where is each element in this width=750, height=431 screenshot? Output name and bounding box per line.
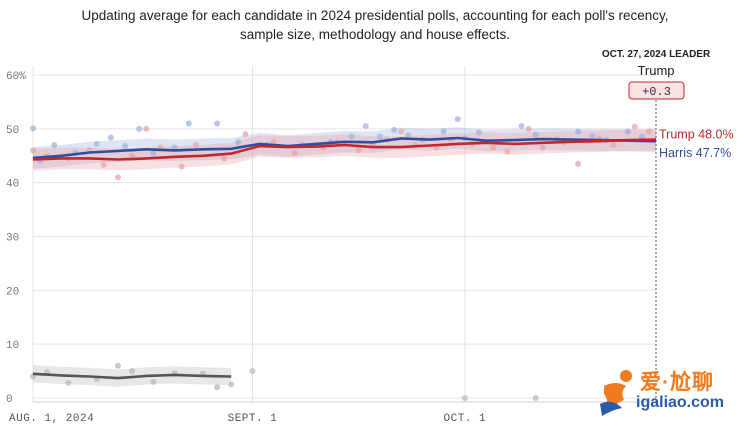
series-line-harris — [32, 136, 657, 160]
poll-point-other — [461, 395, 468, 401]
poll-point-trump — [610, 141, 617, 148]
poll-point-other — [150, 378, 157, 385]
leader-date-label: OCT. 27, 2024 LEADER — [602, 49, 711, 60]
y-tick-label: 50 — [6, 125, 19, 137]
poll-point-harris — [589, 132, 596, 139]
series-line-trump — [32, 138, 657, 161]
poll-point-trump — [192, 141, 199, 148]
poll-point-harris — [51, 141, 58, 148]
poll-point-other — [65, 379, 72, 386]
x-tick-label: AUG. 1, 2024 — [9, 413, 94, 425]
series-line-other — [32, 372, 232, 380]
poll-points — [30, 116, 652, 401]
poll-point-harris — [235, 139, 242, 146]
poll-point-harris — [185, 120, 192, 127]
poll-point-harris — [362, 123, 369, 130]
y-tick-label: 10 — [6, 340, 19, 352]
chart-subtitle-line-1: Updating average for each candidate in 2… — [81, 8, 669, 23]
x-tick-label: SEPT. 1 — [228, 413, 278, 425]
leader-margin-badge — [628, 81, 685, 100]
y-axis-ticks: 0 10 20 30 40 50 60% — [6, 71, 26, 406]
confidence-bands — [33, 127, 656, 387]
poll-point-harris — [454, 116, 461, 123]
poll-point-trump — [504, 148, 511, 155]
poll-point-trump — [631, 123, 638, 130]
watermark-url: igaliao.com — [636, 394, 725, 411]
poll-point-trump — [398, 128, 405, 135]
poll-point-trump — [525, 125, 532, 132]
poll-point-harris — [575, 128, 582, 135]
poll-point-other — [228, 381, 235, 388]
poll-point-harris — [376, 133, 383, 140]
poll-point-trump — [242, 131, 249, 138]
poll-point-trump — [355, 147, 362, 154]
end-label-trump: Trump 48.0% — [659, 128, 734, 142]
poll-point-harris — [136, 125, 143, 132]
poll-point-harris — [476, 129, 483, 136]
y-tick-label: 60% — [6, 71, 26, 83]
poll-point-trump — [30, 147, 36, 154]
poll-point-other — [114, 362, 121, 369]
poll-point-trump — [221, 155, 228, 162]
poll-point-trump — [100, 161, 107, 168]
leader-margin-value: +0.3 — [642, 85, 671, 99]
y-tick-label: 0 — [6, 394, 13, 406]
leader-annotation: OCT. 27, 2024 LEADER Trump +0.3 — [602, 49, 711, 402]
poll-point-harris — [638, 133, 645, 140]
x-tick-label: OCT. 1 — [444, 413, 487, 425]
poll-point-harris — [214, 120, 221, 127]
average-lines — [32, 136, 657, 380]
poll-point-harris — [150, 150, 157, 157]
poll-point-other — [129, 368, 136, 375]
poll-point-trump — [575, 160, 582, 167]
chart-subtitle: Updating average for each candidate in 2… — [0, 6, 750, 44]
poll-point-trump — [645, 128, 652, 135]
poll-point-harris — [405, 132, 412, 139]
poll-point-harris — [391, 126, 398, 133]
watermark-cn-text: 爱·尬聊 — [640, 371, 714, 394]
poll-point-harris — [518, 123, 525, 130]
end-labels: Trump 48.0% Harris 47.7% — [659, 128, 734, 161]
poll-point-trump — [490, 144, 497, 151]
poll-point-trump — [114, 174, 121, 181]
poll-point-trump — [291, 150, 298, 157]
poll-point-harris — [624, 128, 631, 135]
poll-point-trump — [539, 144, 546, 151]
poll-point-harris — [30, 125, 36, 132]
poll-point-trump — [178, 163, 185, 170]
poll-point-other — [249, 368, 256, 375]
leader-name: Trump — [637, 63, 674, 78]
poll-point-harris — [440, 128, 447, 135]
poll-point-other — [214, 384, 221, 391]
poll-point-trump — [143, 125, 150, 132]
confidence-band-harris — [33, 127, 656, 169]
chart-subtitle-line-2: sample size, methodology and house effec… — [240, 27, 510, 42]
y-tick-label: 30 — [6, 233, 19, 245]
poll-point-trump — [129, 152, 136, 159]
end-label-harris: Harris 47.7% — [659, 146, 731, 160]
watermark-logo: 爱·尬聊 igaliao.com — [596, 364, 746, 422]
poll-point-harris — [348, 133, 355, 140]
poll-point-harris — [122, 143, 129, 150]
gridlines — [32, 66, 656, 403]
x-axis-ticks: AUG. 1, 2024 SEPT. 1 OCT. 1 — [9, 413, 486, 425]
poll-point-harris — [93, 140, 100, 147]
y-tick-label: 20 — [6, 286, 19, 298]
poll-point-other — [532, 395, 539, 401]
watermark-runner-icon — [600, 370, 632, 416]
y-tick-label: 40 — [6, 179, 19, 191]
poll-point-harris — [532, 131, 539, 138]
poll-point-harris — [107, 134, 114, 141]
